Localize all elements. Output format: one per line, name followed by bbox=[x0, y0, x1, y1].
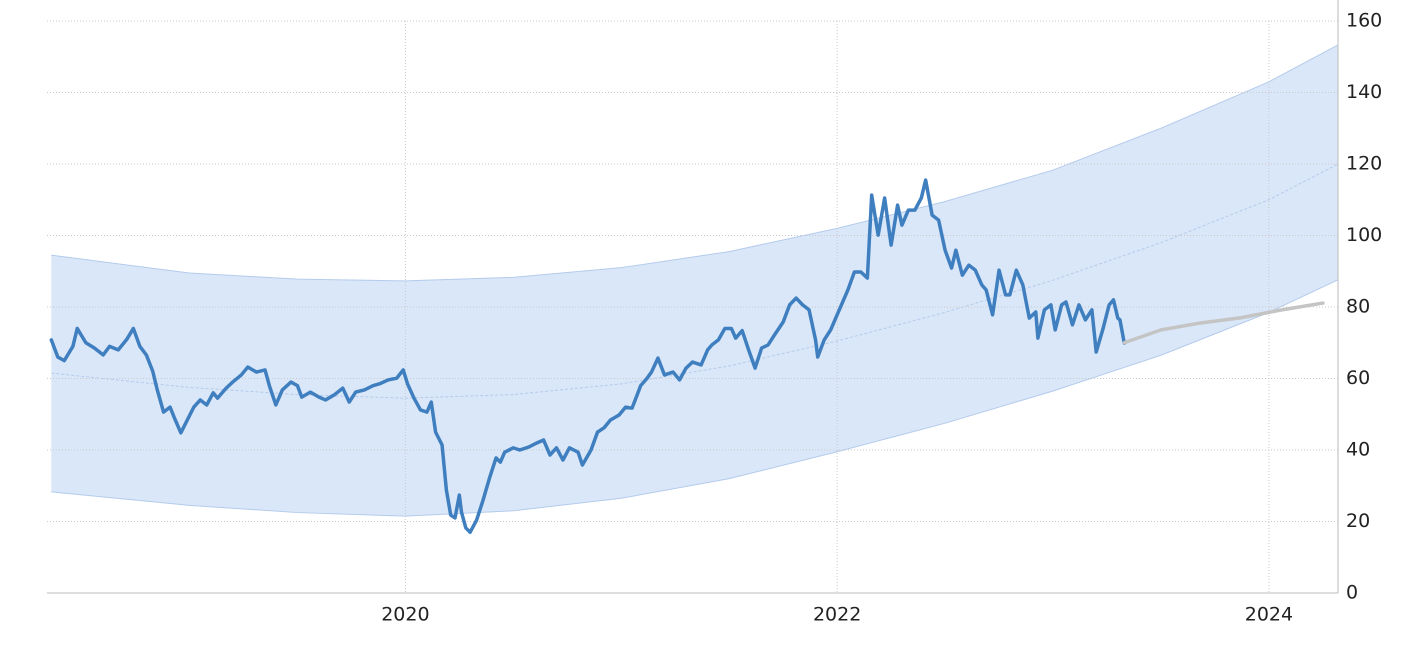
y-tick-label: 60 bbox=[1346, 367, 1370, 389]
x-tick-label: 2020 bbox=[381, 604, 429, 626]
series-line bbox=[1122, 301, 1325, 345]
y-tick-label: 20 bbox=[1346, 510, 1370, 532]
band-fill bbox=[51, 44, 1338, 517]
band-lower bbox=[51, 279, 1339, 517]
x-tick-label: 2024 bbox=[1245, 604, 1293, 626]
y-tick-label: 80 bbox=[1346, 296, 1370, 318]
y-tick-label: 0 bbox=[1346, 582, 1358, 604]
y-tick-label: 140 bbox=[1346, 81, 1382, 103]
y-tick-label: 40 bbox=[1346, 439, 1370, 461]
band-mid bbox=[51, 163, 1339, 399]
series-line bbox=[49, 178, 1127, 534]
y-tick-label: 100 bbox=[1346, 224, 1382, 246]
band-upper bbox=[51, 44, 1339, 282]
y-tick-label: 160 bbox=[1346, 10, 1382, 32]
y-tick-label: 120 bbox=[1346, 153, 1382, 175]
x-tick-label: 2022 bbox=[813, 604, 861, 626]
